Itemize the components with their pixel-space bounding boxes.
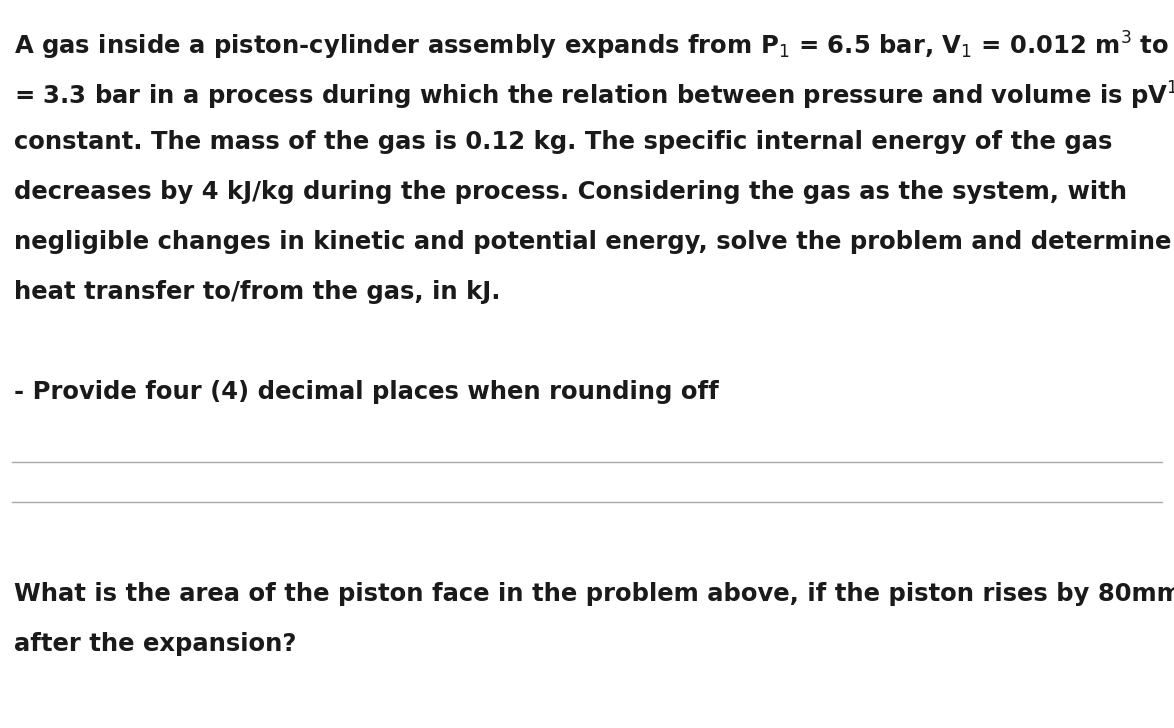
Text: = 3.3 bar in a process during which the relation between pressure and volume is : = 3.3 bar in a process during which the … <box>14 80 1174 112</box>
Text: heat transfer to/from the gas, in kJ.: heat transfer to/from the gas, in kJ. <box>14 280 500 304</box>
Text: decreases by 4 kJ/kg during the process. Considering the gas as the system, with: decreases by 4 kJ/kg during the process.… <box>14 180 1127 204</box>
Text: - Provide four (4) decimal places when rounding off: - Provide four (4) decimal places when r… <box>14 380 718 404</box>
Text: after the expansion?: after the expansion? <box>14 632 297 656</box>
Text: A gas inside a piston-cylinder assembly expands from P$_1$ = 6.5 bar, V$_1$ = 0.: A gas inside a piston-cylinder assembly … <box>14 30 1174 62</box>
Text: constant. The mass of the gas is 0.12 kg. The specific internal energy of the ga: constant. The mass of the gas is 0.12 kg… <box>14 130 1113 154</box>
Text: negligible changes in kinetic and potential energy, solve the problem and determ: negligible changes in kinetic and potent… <box>14 230 1174 254</box>
Text: What is the area of the piston face in the problem above, if the piston rises by: What is the area of the piston face in t… <box>14 582 1174 606</box>
